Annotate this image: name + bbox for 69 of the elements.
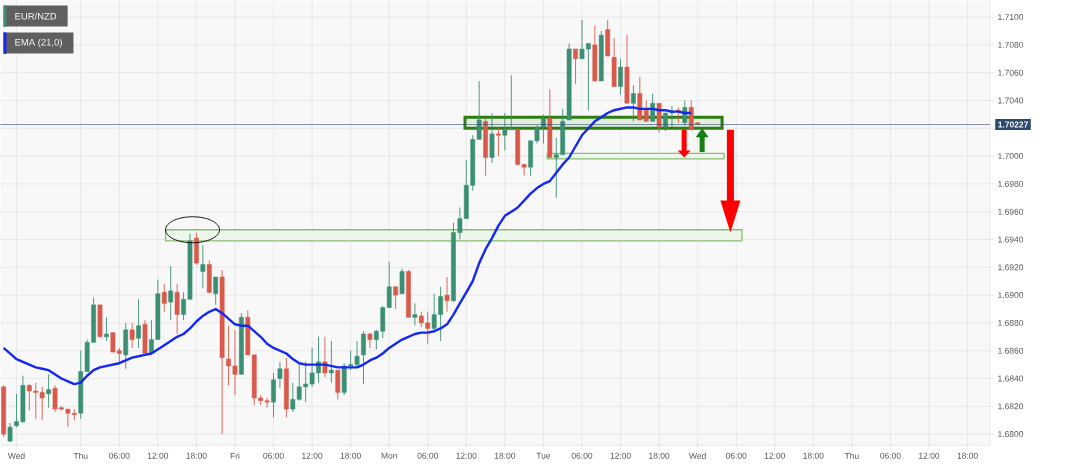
candlestick [174, 283, 180, 335]
y-tick-label: 1.7040 [998, 97, 1024, 104]
candlestick [136, 298, 141, 349]
x-tick-label: 18:00 [494, 452, 516, 459]
y-tick-label: 1.6980 [998, 180, 1024, 187]
candlestick [399, 268, 405, 295]
candlestick [46, 373, 51, 409]
x-tick-label: Thu [844, 452, 859, 459]
candlestick [161, 283, 167, 313]
x-tick-label: 18:00 [803, 452, 824, 459]
y-tick-label: 1.6960 [998, 208, 1024, 215]
x-tick-label: 18:00 [957, 452, 978, 459]
candlestick [631, 84, 636, 122]
x-tick-label: 06:00 [263, 452, 284, 459]
x-tick-label: 06:00 [571, 452, 593, 459]
x-tick-label: 12:00 [456, 452, 477, 459]
candlestick [444, 276, 450, 313]
y-tick-label: 1.7080 [998, 41, 1024, 48]
x-tick-label: Wed [7, 452, 25, 459]
y-tick-label: 1.7060 [998, 69, 1024, 76]
x-tick-label: Wed [689, 452, 706, 459]
x-tick-label: 12:00 [302, 452, 323, 459]
x-tick-label: 06:00 [880, 452, 901, 459]
x-tick-label: 18:00 [649, 452, 670, 459]
x-tick-label: 06:00 [417, 452, 439, 459]
candlestick [412, 302, 418, 327]
candlestick [361, 330, 366, 385]
candlestick [618, 58, 623, 96]
y-tick-label: 1.6900 [998, 292, 1024, 298]
x-tick-label: 18:00 [186, 452, 207, 459]
x-tick-label: Thu [73, 452, 88, 459]
legend-label: EMA (21,0) [15, 38, 62, 48]
candlestick [271, 372, 276, 418]
y-tick-label: 1.7100 [998, 13, 1024, 20]
candlestick [393, 286, 398, 310]
x-tick-label: Mon [381, 452, 397, 459]
candlestick [213, 276, 219, 306]
candlestick [129, 322, 135, 349]
candlestick [277, 361, 283, 389]
candlestick [200, 244, 206, 289]
y-tick-label: 1.6880 [998, 319, 1024, 326]
x-tick-label: 12:00 [764, 452, 786, 459]
candlestick [656, 102, 662, 133]
x-tick-label: 18:00 [340, 452, 361, 459]
x-tick-label: 12:00 [147, 452, 169, 459]
x-tick-label: 06:00 [725, 452, 747, 459]
candlestick [367, 332, 373, 349]
x-tick-label: 06:00 [109, 452, 130, 459]
x-tick-label: Fri [230, 452, 240, 459]
legend-label: EUR/NZD [15, 12, 57, 20]
y-tick-label: 1.6860 [998, 347, 1024, 354]
y-tick-label: 1.6840 [998, 375, 1024, 382]
y-tick-label: 1.6920 [998, 264, 1024, 271]
candlestick [168, 265, 174, 321]
y-tick-label: 1.6820 [998, 403, 1024, 410]
candlestick [573, 48, 578, 85]
x-tick-label: Tue [536, 452, 551, 459]
y-tick-label: 1.6940 [998, 236, 1024, 243]
candlestick [335, 369, 341, 400]
x-tick-label: 12:00 [919, 452, 940, 459]
x-tick-label: 12:00 [610, 452, 631, 459]
candlestick [489, 112, 495, 164]
candlestick [650, 92, 656, 122]
candlestick [104, 316, 109, 342]
ref-line-label: 1.70227 [998, 121, 1028, 128]
y-tick-label: 1.7000 [998, 152, 1024, 159]
y-tick-label: 1.6800 [998, 431, 1024, 437]
candlestick [496, 126, 501, 157]
candlestick [328, 340, 334, 384]
